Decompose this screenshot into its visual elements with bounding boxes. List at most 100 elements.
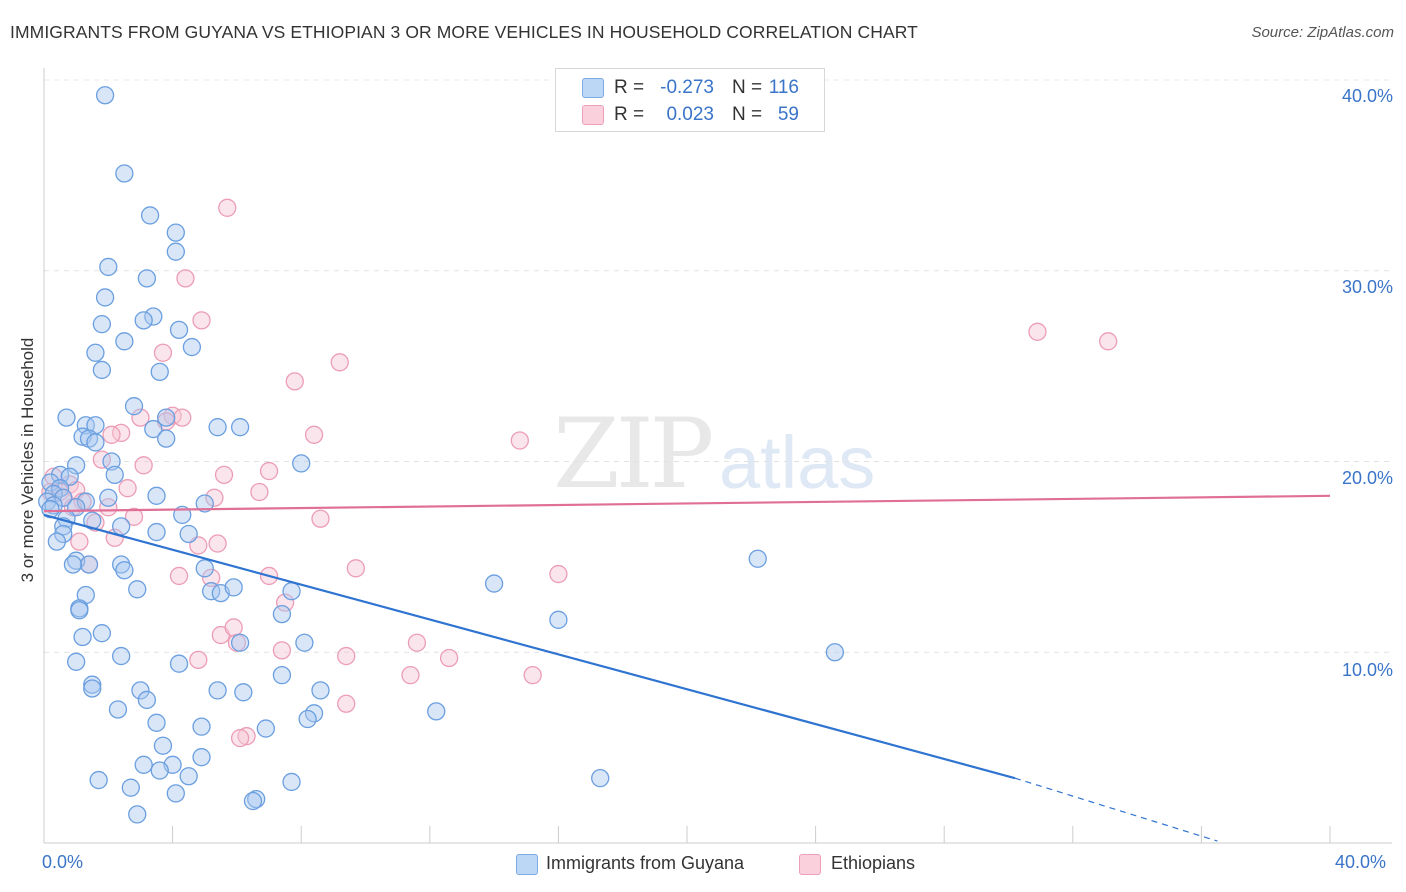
guyana-point <box>79 555 99 574</box>
ethiopian-point <box>311 509 330 528</box>
guyana-point <box>83 679 102 698</box>
x-tick-label-max: 40.0% <box>1335 852 1387 872</box>
guyana-point <box>195 559 214 578</box>
guyana-point <box>73 627 92 647</box>
y-axis-label-wrap: 3 or more Vehicles in Household <box>18 338 42 583</box>
ethiopian-point <box>189 650 208 670</box>
ethiopian-point <box>208 534 227 553</box>
guyana-point <box>208 418 227 437</box>
guyana-point <box>230 418 250 437</box>
guyana-point <box>195 494 214 513</box>
guyana-point <box>47 532 67 551</box>
guyana-point <box>157 429 176 448</box>
points-layer <box>38 86 1118 824</box>
y-tick-label-40: 40.0% <box>1341 86 1393 106</box>
ethiopian-point <box>330 353 349 372</box>
guyana-point <box>95 86 115 105</box>
ethiopian-point <box>304 425 324 444</box>
ethiopian-point <box>218 198 237 217</box>
guyana-point <box>63 555 83 574</box>
guyana-point <box>41 473 60 492</box>
guyana-point <box>825 643 845 662</box>
ethiopian-point <box>99 498 118 517</box>
guyana-point <box>112 517 131 536</box>
guyana-point <box>137 269 157 288</box>
guyana-point <box>92 315 112 334</box>
guyana-point <box>124 397 144 416</box>
ethiopian-point <box>337 694 356 713</box>
guyana-point <box>169 654 189 673</box>
guyana-point <box>99 488 118 507</box>
guyana-point <box>484 574 504 593</box>
axis-layer <box>43 68 1392 844</box>
ethiopian-point <box>549 564 568 584</box>
legend-r-label: R = <box>614 104 645 125</box>
guyana-point <box>128 580 147 599</box>
guyana-point <box>282 582 301 601</box>
bottom-legend-label-ethiopians: Ethiopians <box>831 853 916 873</box>
guyana-point <box>150 761 169 780</box>
guyana-point <box>292 454 311 473</box>
guyana-point <box>166 223 185 242</box>
guyana-point <box>134 311 153 330</box>
ethiopian-point <box>169 566 189 586</box>
guyana-point <box>57 408 76 427</box>
legend-r-label: R = <box>614 77 645 98</box>
watermark-zip: ZIP <box>553 398 714 510</box>
guyana-point <box>144 419 163 439</box>
guyana-point <box>591 768 610 788</box>
watermark-atlas: atlas <box>719 421 876 504</box>
guyana-point <box>150 362 169 381</box>
guyana-point <box>427 702 446 721</box>
bottom-legend-guyana: Immigrants from Guyana <box>516 852 796 878</box>
guyana-point <box>157 408 176 427</box>
guyana-point <box>137 690 157 710</box>
guyana-point <box>121 778 140 797</box>
guyana-point <box>256 719 275 738</box>
guyana-point <box>298 709 317 729</box>
guyana-point <box>144 307 163 326</box>
ethiopian-point <box>250 482 269 502</box>
guyana-point <box>105 465 124 485</box>
ethiopian-point <box>224 618 243 637</box>
guyana-point <box>192 748 211 767</box>
bottom-legend-label-guyana: Immigrants from Guyana <box>546 853 745 873</box>
ethiopian-point <box>510 431 529 450</box>
legend-r-value: -0.273 <box>660 77 714 98</box>
ethiopian-point <box>337 646 356 666</box>
ethiopian-point <box>134 456 153 475</box>
legend-n-value: 59 <box>777 104 799 125</box>
guyana-point <box>83 511 102 530</box>
guyana-point <box>140 206 160 225</box>
guyana-point <box>247 789 266 809</box>
guyana-point <box>192 717 211 736</box>
guyana-point <box>76 416 95 435</box>
bottom-legend-swatch-ethiopians <box>799 854 821 875</box>
guyana-point <box>89 770 108 790</box>
trend-layer <box>43 494 1331 842</box>
guyana-point <box>282 772 301 792</box>
guyana-point <box>208 681 227 700</box>
guyana-point <box>115 164 134 183</box>
ethiopian-point <box>259 461 279 481</box>
guyana-point <box>99 257 118 277</box>
ethiopian-point <box>176 269 195 288</box>
guyana-point <box>243 791 263 811</box>
guyana-point <box>147 713 166 732</box>
legend-n-label: N = <box>732 77 763 98</box>
ethiopian-point <box>237 727 256 746</box>
ethiopian-point <box>70 532 89 551</box>
chart-title: IMMIGRANTS FROM GUYANA VS ETHIOPIAN 3 OR… <box>10 22 918 42</box>
legend-swatch-guyana <box>582 78 604 98</box>
ethiopian-point <box>124 507 144 526</box>
legend-row-guyana: R = -0.273 N = 116 <box>556 75 824 101</box>
guyana-point <box>147 486 166 505</box>
legend-swatch-ethiopians <box>582 105 604 125</box>
guyana-point <box>86 433 105 452</box>
ethiopian-point <box>523 665 542 685</box>
guyana-point <box>179 524 198 544</box>
guyana-point <box>295 633 314 652</box>
ethiopian-point <box>118 479 137 498</box>
legend-n-value: 116 <box>768 77 799 98</box>
